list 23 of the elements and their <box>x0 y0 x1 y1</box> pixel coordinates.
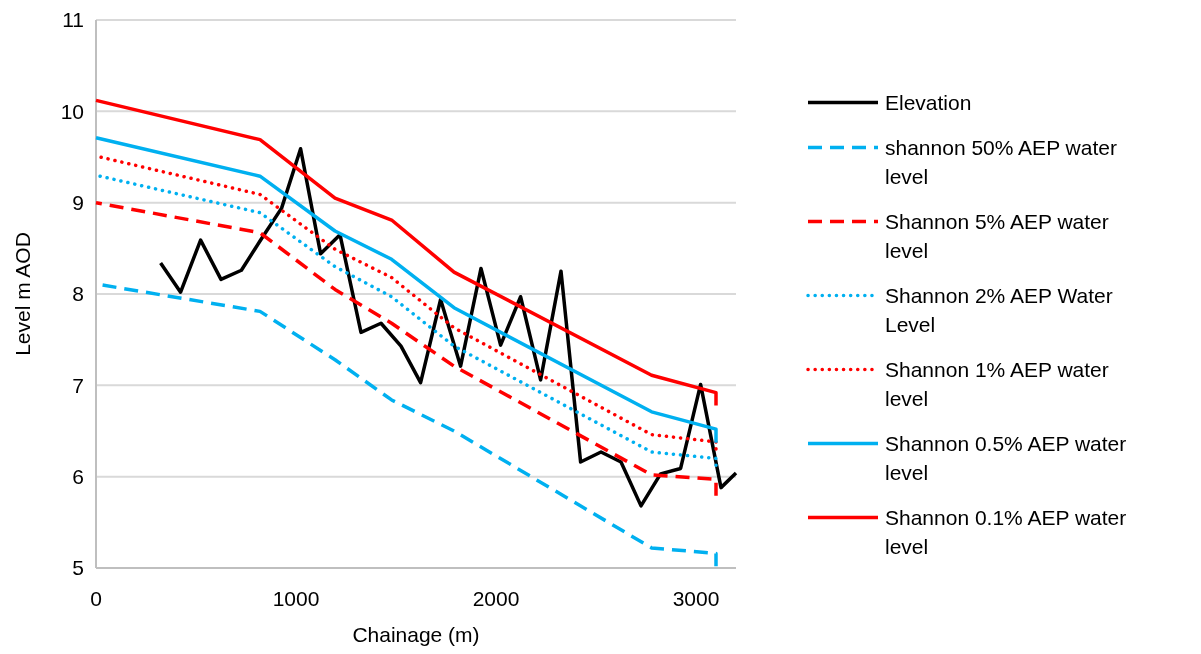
x-axis-title: Chainage (m) <box>352 623 480 646</box>
legend-label: Elevation <box>885 90 972 114</box>
y-tick-label: 9 <box>72 191 84 215</box>
line-series <box>94 200 718 498</box>
y-tick-label: 7 <box>72 373 84 397</box>
y-tick-label: 8 <box>72 282 84 306</box>
legend-label: shannon 50% AEP water level <box>885 135 1117 188</box>
legend-label: Shannon 0.1% AEP water level <box>885 505 1127 558</box>
line-series <box>94 98 718 408</box>
y-axis-title: Level m AOD <box>11 232 34 356</box>
y-tick-label: 11 <box>62 8 84 32</box>
y-tick-label: 5 <box>72 556 84 580</box>
legend-label: Shannon 5% AEP water level <box>885 209 1109 262</box>
y-tick-label: 6 <box>72 465 84 489</box>
legend-label: Shannon 2% AEP Water Level <box>885 283 1113 336</box>
legend-label: Shannon 1% AEP water level <box>885 357 1109 410</box>
x-tick-label: 2000 <box>472 587 520 610</box>
legend-label: Shannon 0.5% AEP water level <box>885 431 1127 484</box>
x-tick-label: 1000 <box>272 587 320 610</box>
x-tick-label: 0 <box>90 587 102 610</box>
y-tick-label: 10 <box>60 99 84 123</box>
x-tick-label: 3000 <box>672 587 720 610</box>
line-series <box>158 147 738 508</box>
